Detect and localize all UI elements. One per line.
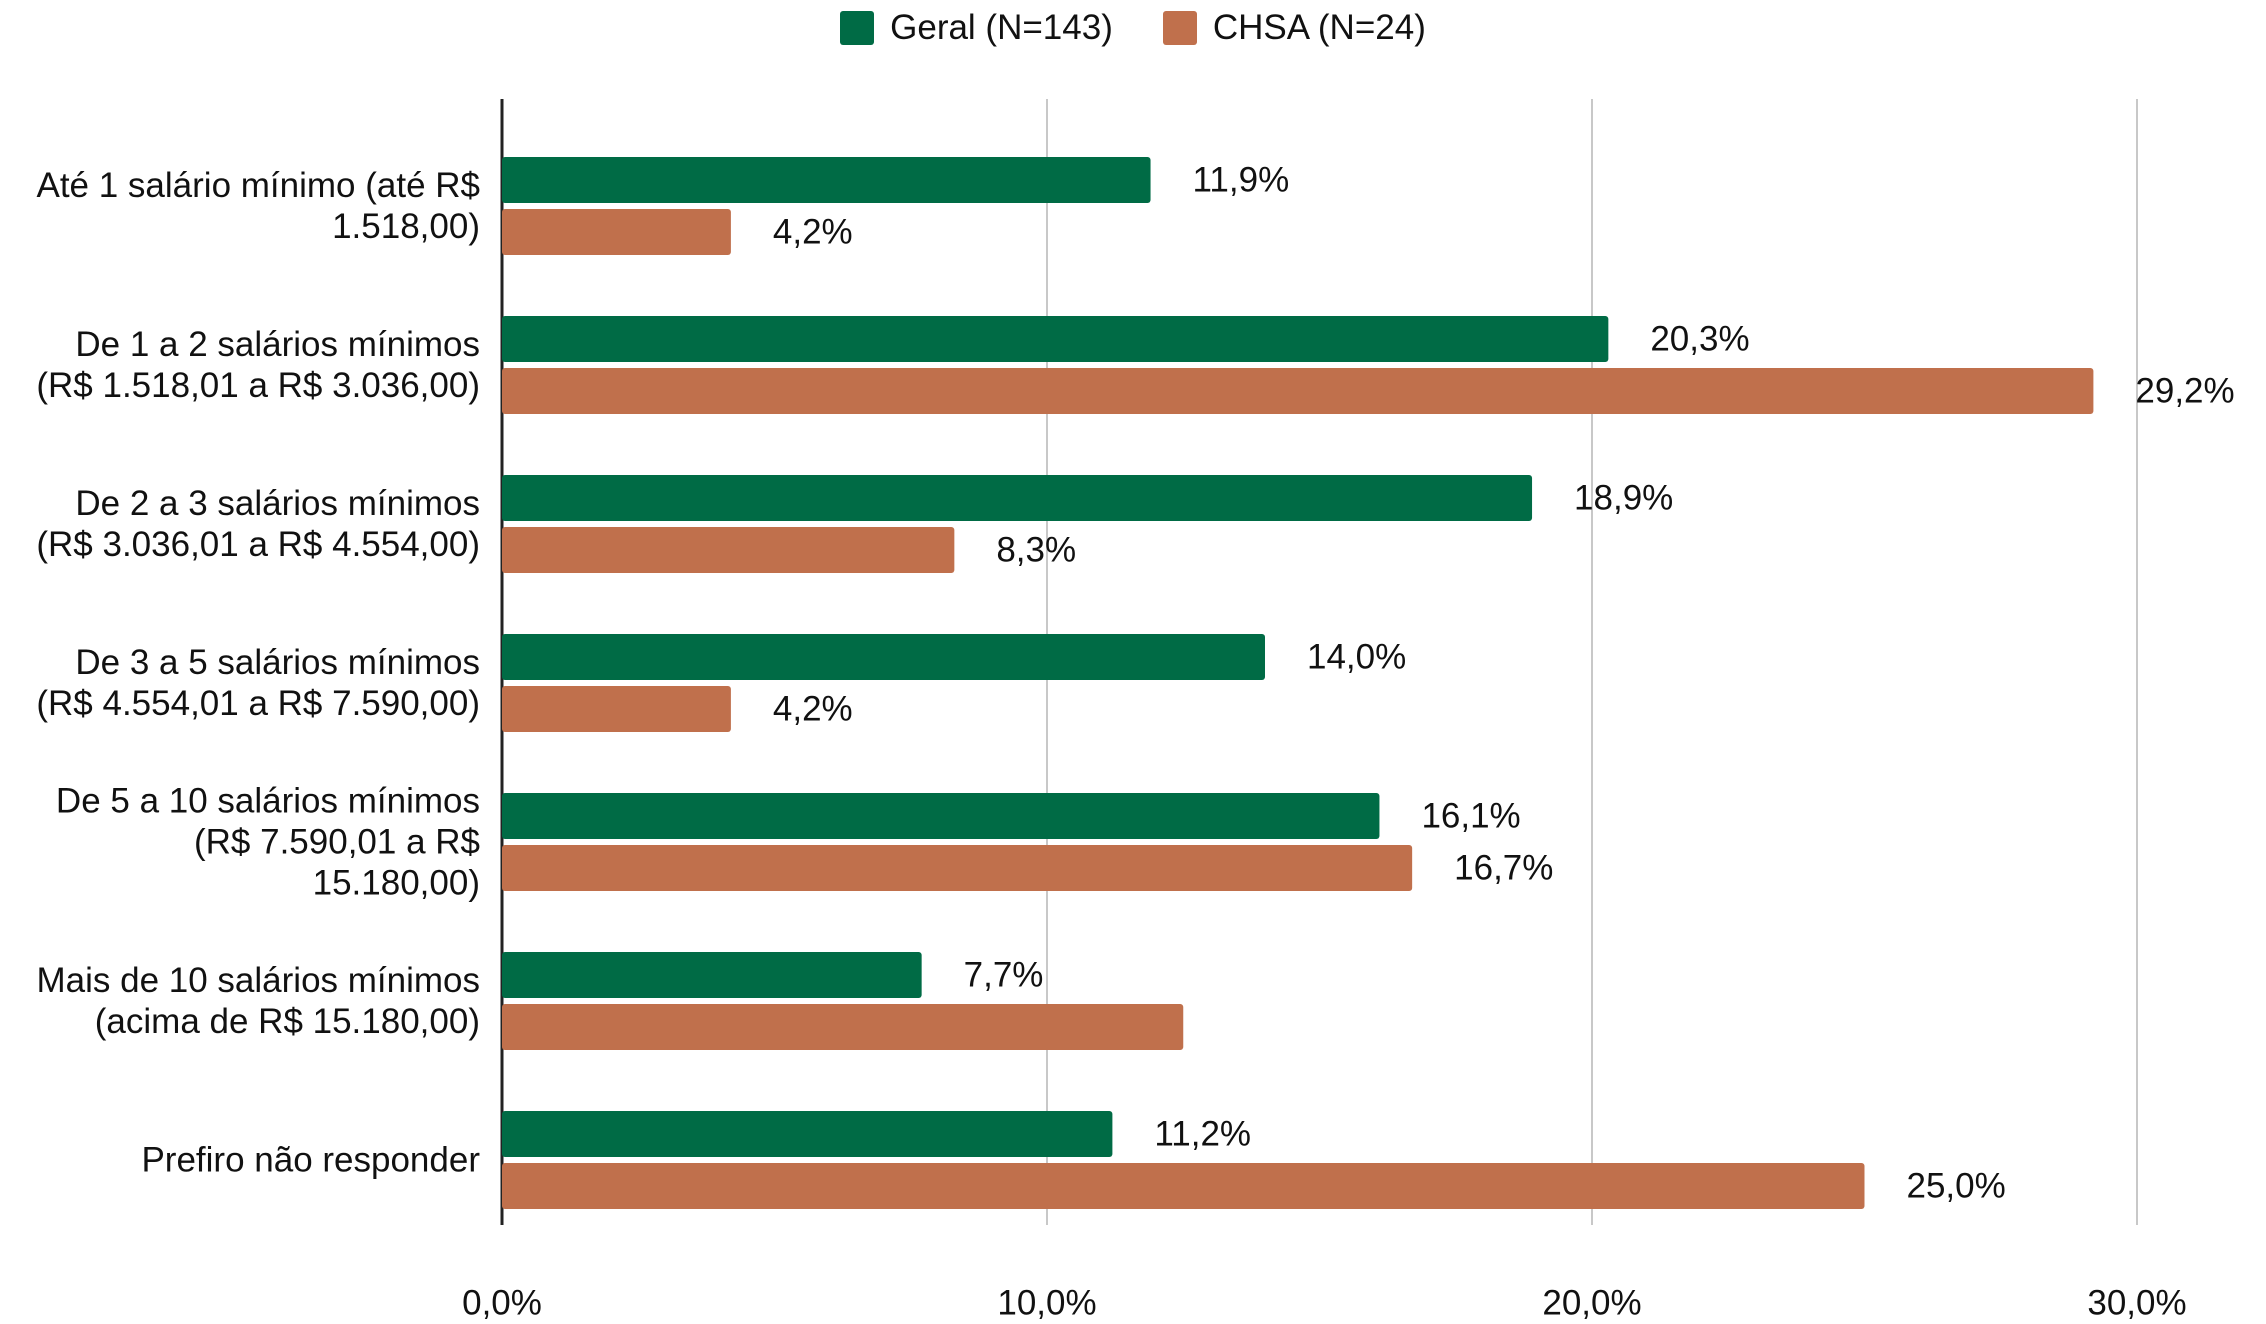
bar xyxy=(502,845,1413,891)
bar xyxy=(502,368,2094,414)
x-tick-label: 30,0% xyxy=(2087,1283,2186,1322)
legend-label: Geral (N=143) xyxy=(890,8,1113,47)
category-label: De 2 a 3 salários mínimos (R$ 3.036,01 a… xyxy=(36,484,480,564)
legend: Geral (N=143) CHSA (N=24) xyxy=(0,8,2266,48)
value-label: 14,0% xyxy=(1307,637,1406,676)
category-label: De 3 a 5 salários mínimos (R$ 4.554,01 a… xyxy=(36,643,480,723)
value-label: 25,0% xyxy=(1907,1166,2006,1205)
legend-label: CHSA (N=24) xyxy=(1212,8,1426,47)
bar xyxy=(502,316,1609,362)
category-label: Até 1 salário mínimo (até R$ 1.518,00) xyxy=(36,166,480,246)
value-label: 29,2% xyxy=(2135,371,2234,410)
value-label: 4,2% xyxy=(773,212,853,251)
value-label: 16,1% xyxy=(1421,796,1520,835)
bar xyxy=(502,686,731,732)
bar xyxy=(502,952,922,998)
value-label: 11,9% xyxy=(1193,160,1290,199)
value-label: 8,3% xyxy=(996,530,1076,569)
bar xyxy=(502,157,1151,203)
legend-item: Geral (N=143) xyxy=(840,8,1113,48)
value-label: 11,2% xyxy=(1154,1114,1251,1153)
value-label: 7,7% xyxy=(964,955,1044,994)
category-label: Prefiro não responder xyxy=(141,1140,480,1180)
x-tick-label: 20,0% xyxy=(1542,1283,1641,1322)
bar xyxy=(502,1004,1184,1050)
bar xyxy=(502,1163,1865,1209)
x-tick-label: 10,0% xyxy=(997,1283,1096,1322)
bar xyxy=(502,634,1265,680)
value-label: 16,7% xyxy=(1454,848,1553,887)
value-label: 4,2% xyxy=(773,689,853,728)
bar xyxy=(502,527,955,573)
category-label: De 1 a 2 salários mínimos (R$ 1.518,01 a… xyxy=(36,325,480,405)
category-label: Mais de 10 salários mínimos (acima de R$… xyxy=(36,961,481,1041)
legend-swatch xyxy=(1162,11,1197,45)
bar xyxy=(502,1111,1113,1157)
legend-item: CHSA (N=24) xyxy=(1162,8,1426,48)
bar xyxy=(502,793,1380,839)
category-label: De 5 a 10 salários mínimos (R$ 7.590,01 … xyxy=(55,781,480,903)
value-label: 18,9% xyxy=(1574,478,1673,517)
legend-swatch xyxy=(840,11,875,45)
bar xyxy=(502,209,731,255)
bar xyxy=(502,475,1533,521)
x-tick-label: 0,0% xyxy=(462,1283,542,1322)
value-label: 20,3% xyxy=(1650,319,1749,358)
